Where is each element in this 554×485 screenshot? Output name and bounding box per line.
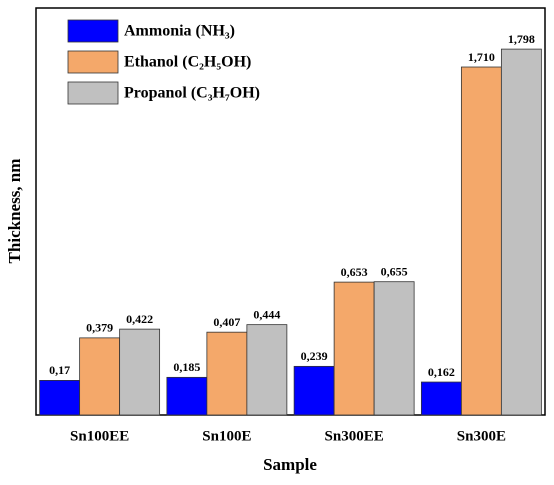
bar [166, 376, 208, 416]
value-label: 0,407 [213, 315, 240, 329]
value-label: 0,655 [381, 264, 408, 278]
value-label: 1,710 [468, 50, 495, 64]
value-label: 0,239 [301, 349, 328, 363]
bar [500, 48, 542, 416]
x-tick-label: Sn100EE [70, 428, 129, 444]
x-tick-label: Sn300EE [325, 428, 384, 444]
x-axis-label: Sample [263, 455, 317, 474]
value-label: 0,17 [49, 363, 70, 377]
bar [246, 324, 288, 416]
legend-swatch [67, 81, 119, 105]
bar [333, 281, 375, 416]
x-tick-label: Sn100E [202, 428, 251, 444]
bar [460, 66, 502, 416]
bar [420, 381, 462, 416]
x-tick-label: Sn300E [457, 428, 506, 444]
bar [119, 328, 161, 416]
legend-label: Ethanol (C₂H₅OH) [124, 54, 251, 71]
bar [39, 380, 81, 416]
legend-swatch [67, 50, 119, 74]
bar [293, 365, 335, 416]
bar [79, 337, 121, 416]
value-label: 0,379 [86, 321, 113, 335]
bar [373, 281, 415, 416]
value-label: 0,444 [253, 307, 280, 321]
value-label: 0,422 [126, 312, 153, 326]
value-label: 1,798 [508, 32, 535, 46]
value-label: 0,185 [173, 360, 200, 374]
value-label: 0,653 [341, 265, 368, 279]
plot-frame [35, 7, 546, 416]
y-axis-label: Thickness, nm [5, 159, 24, 264]
legend-label: Propanol (C₃H₇OH) [124, 85, 260, 102]
bar [206, 331, 248, 416]
legend-label: Ammonia (NH₃) [124, 23, 235, 40]
value-label: 0,162 [428, 365, 455, 379]
legend-swatch [67, 19, 119, 43]
